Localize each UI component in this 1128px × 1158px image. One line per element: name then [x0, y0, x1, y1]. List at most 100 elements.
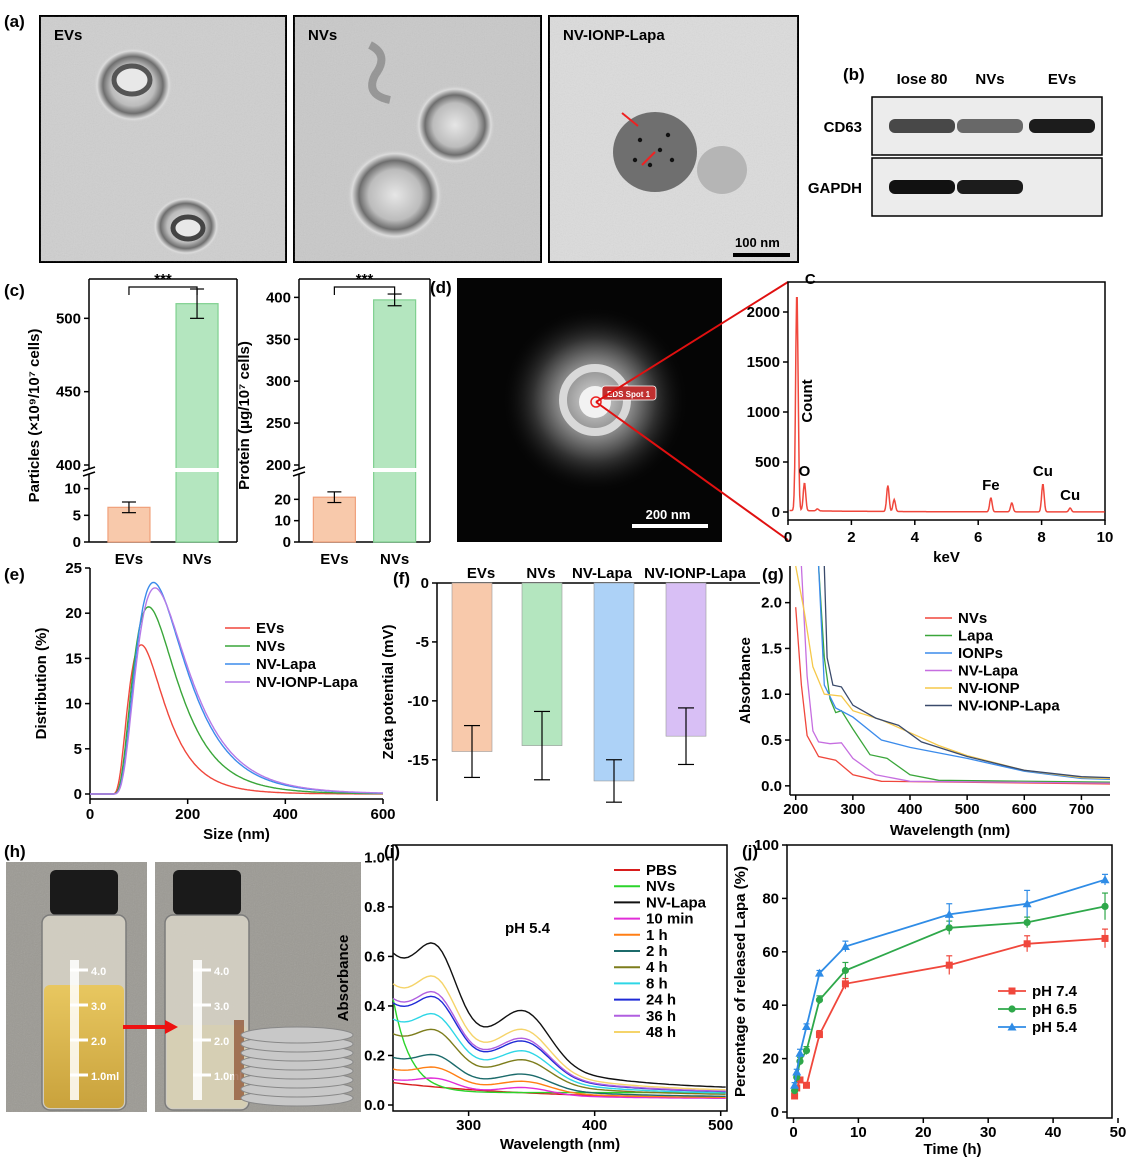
c1-break-1	[82, 466, 96, 472]
j-xtick-label: 50	[1110, 1124, 1127, 1141]
tem-label-3: NV-IONP-Lapa	[563, 27, 665, 44]
e-legend-label-0: EVs	[256, 620, 284, 637]
panel-label-a: (a)	[4, 12, 25, 31]
e-legend-label-2: NV-Lapa	[256, 656, 317, 673]
eds-xlabel: keV	[933, 549, 960, 566]
i-legend-label-1: NVs	[646, 878, 675, 895]
j-point	[814, 968, 824, 977]
vial-after-mark-label-0: 4.0	[214, 966, 229, 978]
g-xtick-label: 600	[1012, 801, 1037, 818]
j-point	[1023, 918, 1031, 927]
i-legend-label-9: 36 h	[646, 1008, 676, 1025]
c2-xtick-label-0: EVs	[320, 551, 348, 568]
c2-break-1	[292, 466, 306, 472]
i-xtick-label: 500	[708, 1117, 733, 1134]
i-xtick-label: 400	[582, 1117, 607, 1134]
vial-after-cap	[173, 870, 241, 915]
j-point	[1101, 934, 1109, 942]
j-frame	[786, 844, 1113, 1119]
i-legend-label-8: 24 h	[646, 992, 676, 1009]
c2-xtick-label-1: NVs	[380, 551, 409, 568]
photo-divider	[147, 862, 155, 1112]
i-legend-label-2: NV-Lapa	[646, 894, 707, 911]
f-ytick-label: 0	[421, 575, 429, 592]
eds-spectrum	[789, 297, 1105, 513]
blot-band-0-2	[1029, 119, 1095, 133]
i-ytick-label: 0.4	[364, 998, 386, 1015]
c1-ytick-label: 10	[64, 481, 81, 498]
i-ylabel: Absorbance	[335, 935, 352, 1022]
panel-label-e: (e)	[4, 565, 25, 584]
j-point	[1022, 899, 1032, 908]
c1-sig-bracket	[128, 286, 198, 295]
c2-ytick-label: 10	[274, 513, 291, 530]
eds-xtick-label: 0	[784, 529, 792, 546]
j-point	[791, 1092, 799, 1100]
c2-ytick-label: 20	[274, 491, 291, 508]
blot-lane-1: NVs	[975, 71, 1004, 88]
j-xtick-label: 10	[850, 1124, 867, 1141]
g-series-Lapa	[817, 565, 1111, 783]
panel-label-i: (i)	[384, 842, 400, 861]
c1-break-gap	[81, 469, 97, 474]
j-point	[796, 1076, 804, 1084]
g-legend-label-5: NV-IONP-Lapa	[958, 698, 1060, 715]
c2-bar-break	[372, 468, 417, 472]
eds-ytick-label: 2000	[747, 304, 780, 321]
j-point	[790, 1087, 799, 1095]
blot-band-1-0	[889, 180, 955, 194]
zoom-line-1	[595, 281, 789, 403]
j-ytick-label: 60	[762, 944, 779, 961]
i-legend-label-10: 48 h	[646, 1024, 676, 1041]
debris	[367, 41, 391, 104]
vesicle-nv-2	[347, 149, 443, 241]
c2-ytick-label: 0	[283, 534, 291, 551]
g-legend-label-3: NV-Lapa	[958, 663, 1019, 680]
f-bar-NV-Lapa	[593, 582, 635, 782]
c2-sig-bracket	[333, 286, 396, 295]
e-ytick-label: 5	[74, 741, 82, 758]
j-legend-marker-2	[1007, 1022, 1017, 1031]
ionp-dot-0	[637, 137, 643, 143]
j-xtick-label: 0	[789, 1124, 797, 1141]
c2-break-gap	[291, 469, 307, 474]
j-ylabel: Percentage of released Lapa (%)	[732, 866, 749, 1097]
e-ytick-label: 0	[74, 786, 82, 803]
j-ytick-label: 0	[771, 1104, 779, 1121]
e-legend-label-3: NV-IONP-Lapa	[256, 674, 358, 691]
g-series-NV-IONP-Lapa	[823, 565, 1111, 779]
i-xlabel: Wavelength (nm)	[500, 1136, 620, 1153]
panel-label-f: (f)	[393, 569, 410, 588]
i-series-NV-Lapa	[392, 942, 726, 1088]
ionp-dot-3	[665, 132, 671, 138]
c1-ytick-label: 5	[73, 507, 81, 524]
vial-after-mark-label-1: 3.0	[214, 1001, 229, 1013]
eds-ytick-label: 1500	[747, 354, 780, 371]
eds-spot-tag-label: EDS Spot 1	[607, 390, 651, 399]
j-point	[841, 966, 850, 975]
arrow-red-1	[621, 112, 639, 127]
c1-ytick-label: 450	[56, 384, 81, 401]
blot-band-0-0	[889, 119, 955, 133]
vial-before-scale-bar	[70, 960, 79, 1100]
j-ytick-label: 100	[754, 837, 779, 854]
j-xtick-label: 40	[1045, 1124, 1062, 1141]
j-point	[802, 1081, 810, 1089]
c1-xtick-label-0: EVs	[115, 551, 143, 568]
i-xtick-label: 300	[456, 1117, 481, 1134]
c2-bar-EVs	[312, 496, 356, 543]
g-xtick-label: 200	[783, 801, 808, 818]
f-category-label-3: NV-IONP-Lapa	[644, 565, 746, 582]
g-xtick-label: 500	[955, 801, 980, 818]
i-series-4 h	[392, 1028, 726, 1095]
g-legend-label-0: NVs	[958, 610, 987, 627]
g-xtick-label: 400	[897, 801, 922, 818]
f-category-label-2: NV-Lapa	[572, 565, 633, 582]
f-ytick-label: -5	[416, 634, 429, 651]
j-xlabel: Time (h)	[923, 1141, 981, 1158]
c2-break-2	[292, 471, 306, 477]
i-legend-label-7: 8 h	[646, 975, 668, 992]
eds-xtick-label: 4	[911, 529, 920, 546]
eds-peak-label-0: C	[805, 271, 816, 288]
c2-ytick-label: 300	[266, 373, 291, 390]
